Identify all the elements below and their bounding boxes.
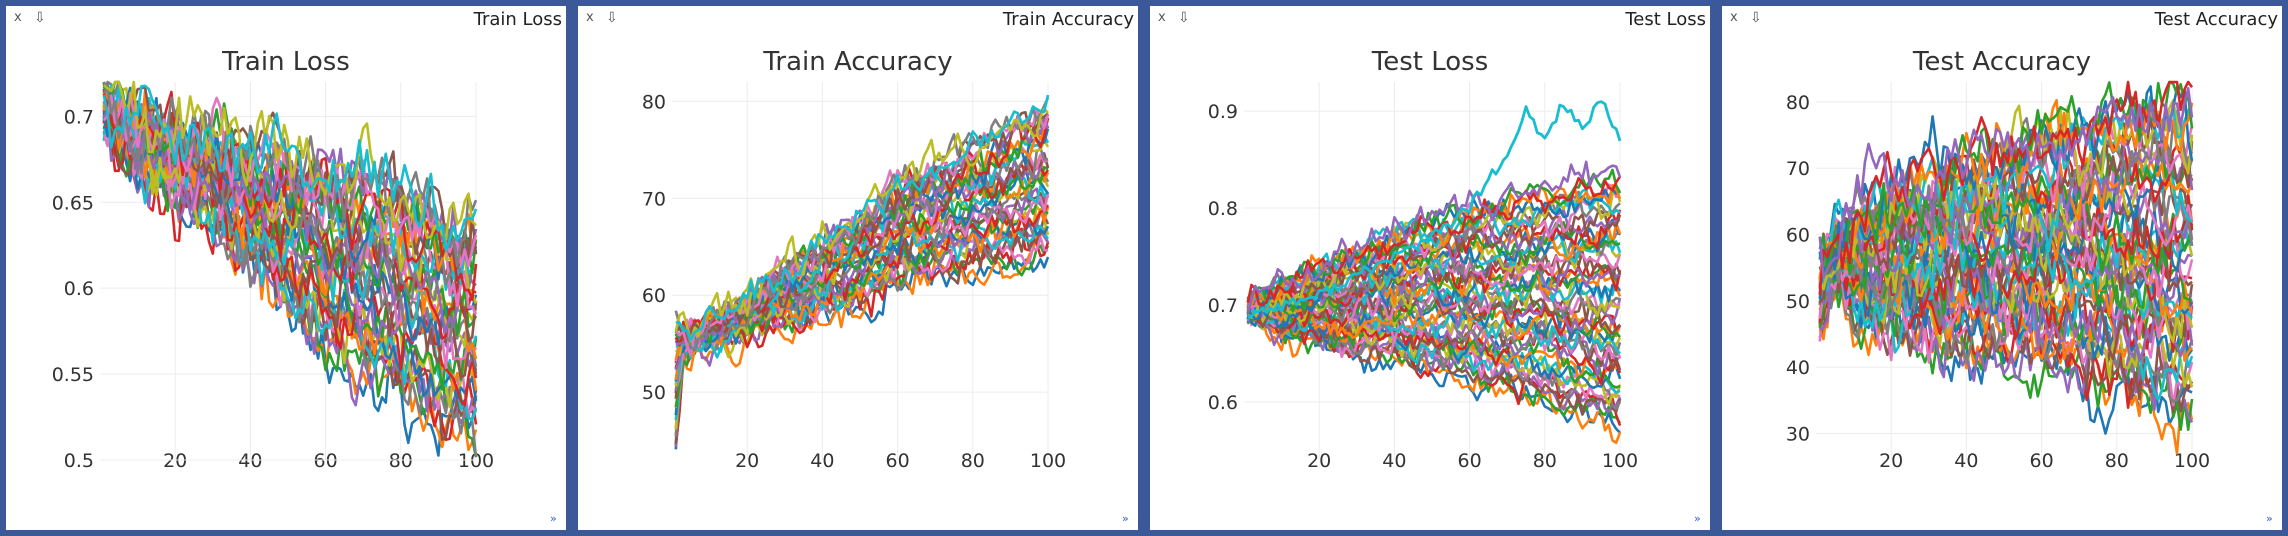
resize-handle-icon[interactable]: » [1694,512,1701,525]
x-tick-label: 80 [389,450,413,472]
resize-handle-icon[interactable]: » [2266,512,2273,525]
series-line [1246,160,1622,314]
series-line [675,94,1050,342]
test-accuracy-chart: Test Accuracy 20 40 60 80 100 30 40 50 60 70 80 [1786,47,2210,472]
close-icon[interactable]: x [14,10,22,25]
y-tick-label: 60 [642,285,666,307]
series-line [102,87,478,304]
pane-title: Train Accuracy [1002,9,1134,30]
x-tick-label: 100 [1602,450,1638,472]
download-icon[interactable]: ⇩ [34,10,46,26]
download-icon[interactable]: ⇩ [1178,10,1190,26]
x-tick-label: 20 [735,450,759,472]
pane-train-loss: x ⇩ Train Loss Train Loss 20 40 60 80 100 0.5 0… [6,6,566,530]
chart-title: Train Loss [221,47,350,77]
chart-title: Train Accuracy [762,47,952,77]
series-line [1818,87,2194,279]
pane-test-loss: x ⇩ Test Loss Test Loss 20 40 60 80 100 0.6 0.7… [1150,6,1710,530]
chart-title: Test Accuracy [1912,47,2091,77]
x-tick-label: 40 [238,450,262,472]
series-line [1818,99,2194,291]
x-tick-label: 20 [163,450,187,472]
series-line [1246,288,1622,339]
series-line [1247,221,1621,313]
y-tick-label: 0.8 [1208,198,1238,220]
series-line [1247,261,1622,322]
download-icon[interactable]: ⇩ [606,10,618,26]
x-tick-label: 20 [1307,450,1331,472]
y-tick-label: 50 [642,382,666,404]
y-tick-label: 0.55 [52,364,94,386]
x-tick-label: 60 [886,450,910,472]
y-tick-label: 70 [642,188,666,210]
close-icon[interactable]: x [586,10,594,25]
y-tick-label: 0.7 [64,106,94,128]
chart-title: Test Loss [1371,47,1489,77]
series-line [1246,308,1621,394]
pane-test-accuracy: x ⇩ Test Accuracy Test Accuracy 20 40 60 80 1… [1722,6,2282,530]
y-tick-label: 50 [1786,291,1810,313]
y-tick-label: 0.9 [1208,101,1238,123]
y-tick-label: 0.65 [52,192,94,214]
series-line [674,227,1050,435]
y-tick-label: 70 [1786,158,1810,180]
x-tick-label: 60 [314,450,338,472]
x-tick-label: 60 [1458,450,1482,472]
y-tick-label: 0.7 [1208,295,1238,317]
y-tick-label: 60 [1786,225,1810,247]
x-tick-label: 60 [2030,450,2054,472]
train-accuracy-chart: Train Accuracy 20 40 60 80 100 50 60 70 80 [642,47,1066,472]
train-loss-chart: Train Loss 20 40 60 80 100 0.5 0.55 0.6 0.65 0.7 [52,47,494,472]
close-icon[interactable]: x [1730,10,1738,25]
x-tick-label: 100 [458,450,494,472]
resize-handle-icon[interactable]: » [550,512,557,525]
series-line [1247,221,1622,313]
pane-title: Train Loss [473,9,562,30]
y-tick-label: 0.6 [1208,392,1238,414]
x-tick-label: 40 [810,450,834,472]
pane-header: x ⇩ Train Loss [6,6,566,34]
x-tick-label: 40 [1954,450,1978,472]
x-tick-label: 80 [2105,450,2129,472]
resize-handle-icon[interactable]: » [1122,512,1129,525]
series-line-highlight [1247,100,1622,319]
series-line [102,84,478,252]
pane-train-accuracy: x ⇩ Train Accuracy Train Accuracy 20 40 60 8… [578,6,1138,530]
close-icon[interactable]: x [1158,10,1166,25]
download-icon[interactable]: ⇩ [1750,10,1762,26]
y-tick-label: 0.6 [64,278,94,300]
series-line [1247,292,1621,355]
pane-header: x ⇩ Test Loss [1150,6,1710,34]
y-tick-label: 80 [642,91,666,113]
x-tick-label: 20 [1879,450,1903,472]
x-tick-label: 80 [961,450,985,472]
pane-title: Test Accuracy [2154,9,2278,30]
x-tick-label: 40 [1382,450,1406,472]
pane-title: Test Loss [1625,9,1706,30]
y-tick-label: 80 [1786,92,1810,114]
pane-header: x ⇩ Train Accuracy [578,6,1138,34]
y-tick-label: 40 [1786,357,1810,379]
pane-header: x ⇩ Test Accuracy [1722,6,2282,34]
y-tick-label: 0.5 [64,450,94,472]
series-line [1818,80,2194,295]
x-tick-label: 100 [1030,450,1066,472]
y-tick-label: 30 [1786,423,1810,445]
test-loss-chart: Test Loss 20 40 60 80 100 0.6 0.7 0.8 0.9 [1208,47,1638,472]
x-tick-label: 80 [1533,450,1557,472]
x-tick-label: 100 [2174,450,2210,472]
